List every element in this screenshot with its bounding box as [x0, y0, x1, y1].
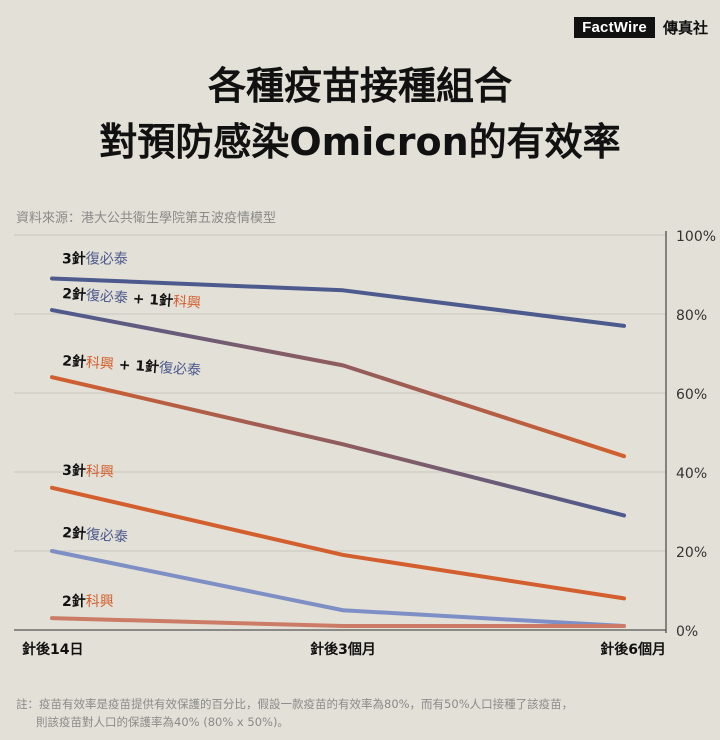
data-source: 資料來源：港大公共衛生學院第五波疫情模型: [16, 211, 277, 226]
chart-title-line1: 各種疫苗接種組合: [207, 64, 512, 108]
series-label: 3針科興: [62, 462, 114, 481]
y-tick-label: 100%: [676, 229, 716, 245]
series-label: 2針科興 + 1針復必泰: [62, 352, 202, 379]
series-line: [50, 276, 626, 328]
line-chart: 0% 20% 40% 60% 80% 100% 針後14日 針後3個月 針後6個月 3針復必泰 2針…: [14, 229, 716, 658]
series-label: 2針復必泰: [62, 524, 129, 546]
series-line: [50, 375, 626, 518]
series-line: [50, 616, 626, 629]
series-label: 2針復必泰 + 1針科興: [62, 285, 202, 312]
chart-title: 各種疫苗接種組合 對預防感染Omicron的有效率: [0, 58, 720, 170]
x-tick-label: 針後14日: [22, 641, 83, 658]
series-label: 3針復必泰: [62, 250, 128, 267]
factwire-logo: FactWire: [574, 17, 655, 38]
x-tick-label: 針後3個月: [310, 641, 376, 658]
y-tick-label: 60%: [676, 387, 707, 403]
y-tick-label: 80%: [676, 308, 707, 324]
chart-title-line2: 對預防感染Omicron的有效率: [99, 120, 621, 164]
y-tick-label: 40%: [676, 466, 707, 482]
series-line: [50, 549, 626, 629]
footnote-line1: 註：疫苗有效率是疫苗提供有效保護的百分比，假設一款疫苗的有效率為80%，而有50…: [16, 697, 574, 711]
footnote-line2: 則該疫苗對人口的保護率為40% (80% x 50%)。: [36, 715, 289, 729]
brand-name-cn: 傳真社: [662, 19, 708, 37]
series-line: [50, 308, 626, 459]
brand-logo: FactWire 傳真社: [574, 17, 708, 38]
y-tick-label: 20%: [676, 545, 707, 561]
x-tick-label: 針後6個月: [600, 641, 666, 658]
series-line: [50, 485, 626, 601]
y-tick-label: 0%: [676, 624, 698, 640]
series-label: 2針科興: [62, 593, 114, 610]
footnote: 註：疫苗有效率是疫苗提供有效保護的百分比，假設一款疫苗的有效率為80%，而有50…: [16, 695, 706, 731]
